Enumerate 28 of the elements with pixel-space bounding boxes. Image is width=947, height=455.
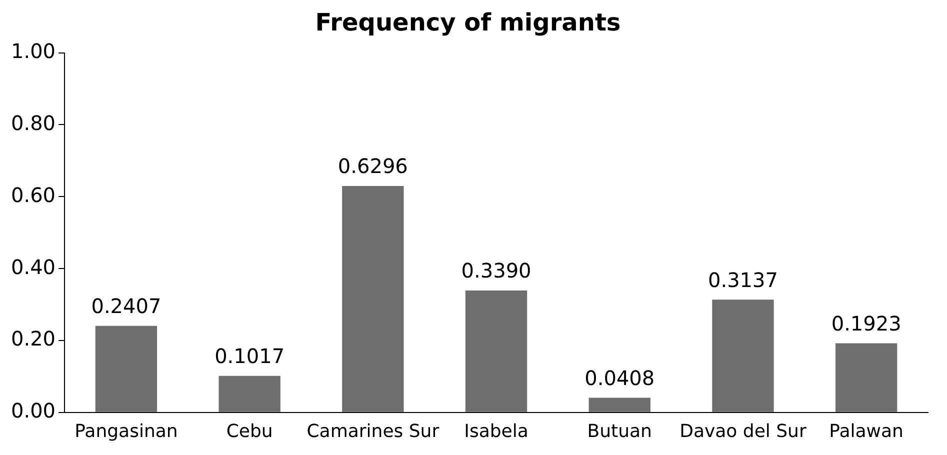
y-tick-label: 0.80 xyxy=(11,110,56,135)
data-label: 0.0408 xyxy=(584,366,655,390)
x-tick-label: Camarines Sur xyxy=(306,420,440,442)
x-tick-label: Pangasinan xyxy=(74,420,178,442)
bar xyxy=(588,398,650,412)
data-label: 0.1923 xyxy=(831,311,902,336)
x-tick-label: Palawan xyxy=(829,420,904,442)
y-tick-label: 0.60 xyxy=(11,182,56,207)
x-tick-label: Davao del Sur xyxy=(680,420,807,442)
x-tick-label: Isabela xyxy=(464,420,528,442)
y-tick-label: 0.20 xyxy=(11,326,56,351)
data-label: 0.1017 xyxy=(214,344,285,368)
y-tick-label: 0.00 xyxy=(11,398,56,423)
y-tick-label: 0.40 xyxy=(11,254,56,279)
x-tick-label: Cebu xyxy=(226,420,273,442)
bar xyxy=(95,326,158,412)
bar xyxy=(835,343,898,412)
chart-title: Frequency of migrants xyxy=(315,8,621,37)
y-tick-label: 1.00 xyxy=(11,39,56,64)
x-tick-label: Butuan xyxy=(587,420,652,442)
bar xyxy=(465,290,528,412)
bar xyxy=(218,376,280,412)
bar xyxy=(712,300,774,412)
data-label: 0.3137 xyxy=(708,268,778,292)
bar xyxy=(342,186,404,412)
data-label: 0.3390 xyxy=(461,258,532,283)
data-label: 0.6296 xyxy=(338,154,408,178)
data-label: 0.2407 xyxy=(91,294,162,318)
